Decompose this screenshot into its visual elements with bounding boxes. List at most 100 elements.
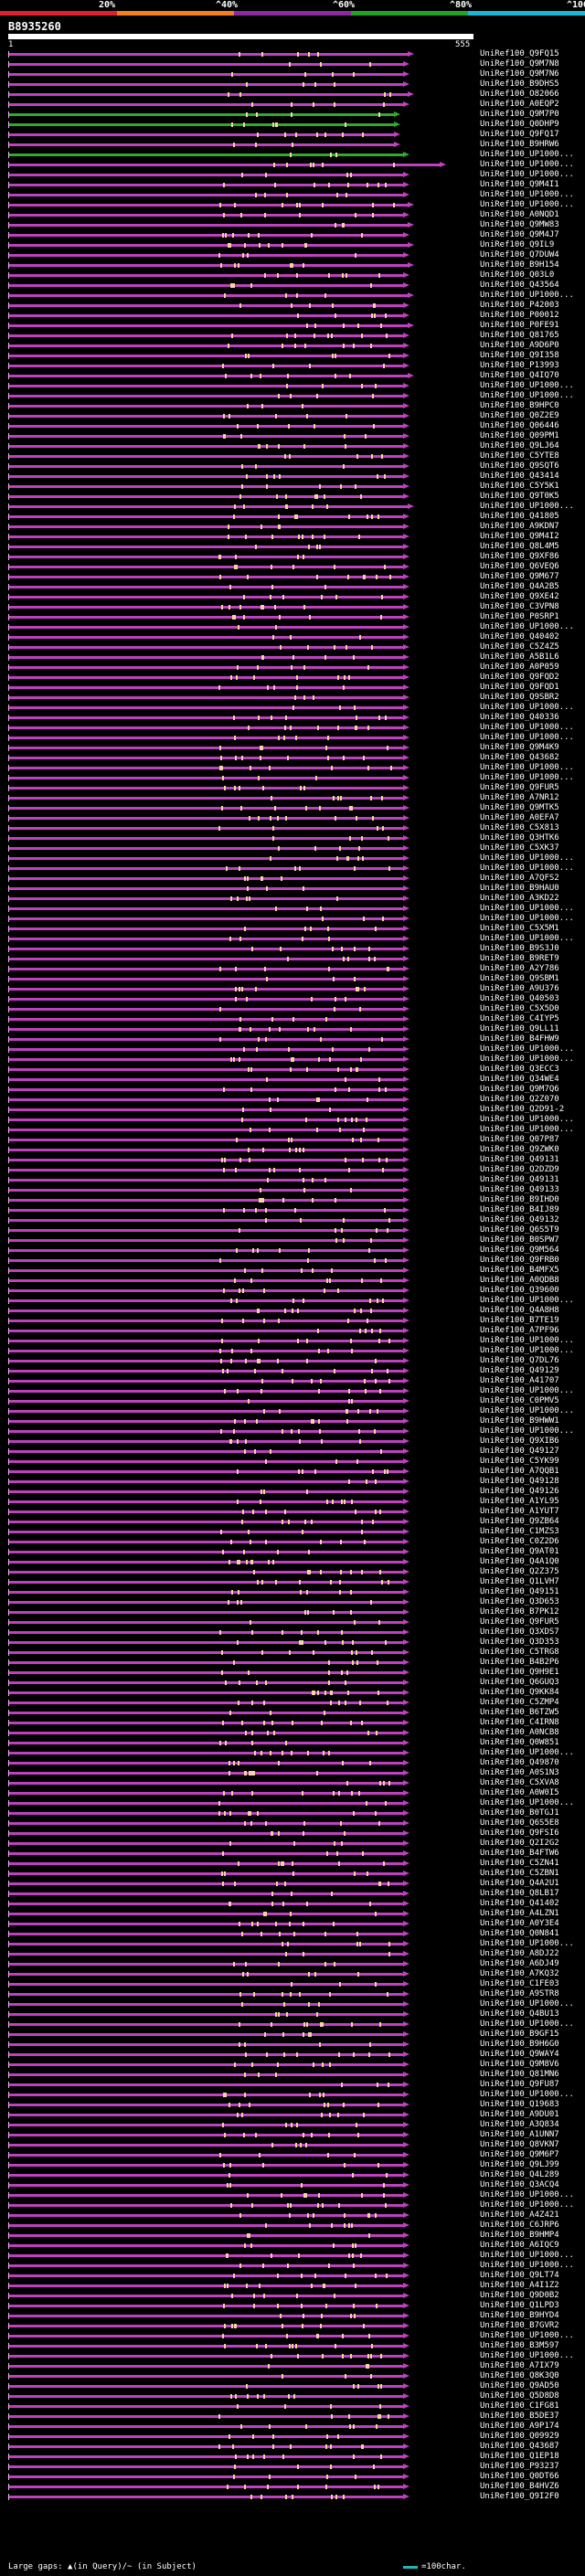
hit-accession-link[interactable]: UniRef100_Q4A8H8 — [480, 1306, 559, 1315]
hit-accession-link[interactable]: UniRef100_UP1000... — [480, 381, 574, 390]
alignment-bar[interactable] — [8, 525, 403, 528]
hit-row[interactable]: UniRef100_Q9FUR5 — [0, 783, 585, 793]
alignment-bar[interactable] — [8, 1169, 403, 1171]
hit-accession-link[interactable]: UniRef100_A4I1Z2 — [480, 2281, 559, 2290]
hit-accession-link[interactable]: UniRef100_C4IYP5 — [480, 1014, 559, 1023]
hit-row[interactable]: UniRef100_A9DU01 — [0, 2110, 585, 2120]
alignment-bar[interactable] — [8, 1531, 403, 1533]
alignment-bar[interactable] — [8, 1842, 403, 1845]
alignment-bar[interactable] — [8, 1149, 403, 1151]
hit-row[interactable]: UniRef100_UP1000... — [0, 502, 585, 512]
hit-row[interactable]: UniRef100_A0EQP2 — [0, 100, 585, 110]
hit-accession-link[interactable]: UniRef100_C4IRN8 — [480, 1718, 559, 1727]
hit-row[interactable]: UniRef100_UP1000... — [0, 2351, 585, 2361]
alignment-bar[interactable] — [8, 2395, 403, 2398]
alignment-bar[interactable] — [8, 2445, 403, 2448]
alignment-bar[interactable] — [8, 1078, 403, 1081]
hit-accession-link[interactable]: UniRef100_A5B1L6 — [480, 652, 559, 662]
alignment-bar[interactable] — [8, 395, 403, 398]
hit-accession-link[interactable]: UniRef100_Q9D0B2 — [480, 2291, 559, 2300]
hit-accession-link[interactable]: UniRef100_Q06446 — [480, 421, 559, 430]
hit-row[interactable]: UniRef100_A0P059 — [0, 663, 585, 673]
hit-row[interactable]: UniRef100_Q81MN6 — [0, 2070, 585, 2080]
hit-row[interactable]: UniRef100_B9RET9 — [0, 954, 585, 964]
hit-row[interactable]: UniRef100_Q3ACQ4 — [0, 2180, 585, 2190]
hit-row[interactable]: UniRef100_Q41402 — [0, 1899, 585, 1909]
hit-row[interactable]: UniRef100_Q34WE4 — [0, 1075, 585, 1085]
hit-row[interactable]: UniRef100_A6DJ49 — [0, 1959, 585, 1969]
hit-row[interactable]: UniRef100_C0PMV5 — [0, 1396, 585, 1406]
hit-accession-link[interactable]: UniRef100_P00012 — [480, 311, 559, 320]
hit-row[interactable]: UniRef100_P93237 — [0, 2462, 585, 2472]
hit-row[interactable]: UniRef100_A41707 — [0, 1376, 585, 1386]
hit-accession-link[interactable]: UniRef100_A0EFA7 — [480, 813, 559, 822]
alignment-bar[interactable] — [8, 1159, 403, 1161]
alignment-bar[interactable] — [8, 2184, 403, 2187]
hit-accession-link[interactable]: UniRef100_Q4L289 — [480, 2170, 559, 2179]
hit-accession-link[interactable]: UniRef100_A9D6P0 — [480, 341, 559, 350]
hit-accession-link[interactable]: UniRef100_C5X5D0 — [480, 1004, 559, 1013]
alignment-bar[interactable] — [8, 1802, 403, 1805]
alignment-bar[interactable] — [8, 1913, 403, 1915]
hit-accession-link[interactable]: UniRef100_B9GF15 — [480, 2030, 559, 2039]
hit-accession-link[interactable]: UniRef100_A7PF96 — [480, 1326, 559, 1335]
hit-accession-link[interactable]: UniRef100_UP1000... — [480, 1125, 574, 1134]
alignment-bar[interactable] — [8, 586, 403, 588]
hit-row[interactable]: UniRef100_Q9H9E1 — [0, 1668, 585, 1678]
alignment-bar[interactable] — [8, 1199, 403, 1202]
alignment-bar[interactable] — [8, 2214, 403, 2217]
hit-accession-link[interactable]: UniRef100_A1YUT7 — [480, 1507, 559, 1516]
hit-row[interactable]: UniRef100_UP1000... — [0, 934, 585, 944]
alignment-bar[interactable] — [8, 1943, 403, 1945]
alignment-bar[interactable] — [8, 2204, 403, 2207]
hit-accession-link[interactable]: UniRef100_Q09929 — [480, 2432, 559, 2441]
alignment-bar[interactable] — [8, 2475, 403, 2478]
hit-accession-link[interactable]: UniRef100_Q9WAY4 — [480, 2050, 559, 2059]
alignment-bar[interactable] — [8, 73, 403, 76]
alignment-bar[interactable] — [8, 1611, 403, 1614]
alignment-bar[interactable] — [8, 324, 408, 327]
hit-accession-link[interactable]: UniRef100_Q4A1Q0 — [480, 1557, 559, 1566]
alignment-bar[interactable] — [8, 2295, 403, 2297]
alignment-bar[interactable] — [8, 1048, 403, 1051]
hit-accession-link[interactable]: UniRef100_Q2Z070 — [480, 1095, 559, 1104]
hit-accession-link[interactable]: UniRef100_Q9M8V6 — [480, 2060, 559, 2069]
hit-row[interactable]: UniRef100_Q9WAY4 — [0, 2050, 585, 2060]
alignment-bar[interactable] — [8, 676, 403, 679]
alignment-bar[interactable] — [8, 2385, 403, 2388]
hit-accession-link[interactable]: UniRef100_B9HAU0 — [480, 884, 559, 893]
hit-row[interactable]: UniRef100_B9H6G0 — [0, 2040, 585, 2050]
alignment-bar[interactable] — [8, 515, 403, 518]
hit-accession-link[interactable]: UniRef100_A1YL95 — [480, 1497, 559, 1506]
hit-row[interactable]: UniRef100_Q9FQD2 — [0, 673, 585, 683]
hit-accession-link[interactable]: UniRef100_A9U376 — [480, 984, 559, 993]
hit-accession-link[interactable]: UniRef100_UP1000... — [480, 2351, 574, 2360]
alignment-bar[interactable] — [8, 1892, 403, 1895]
hit-row[interactable]: UniRef100_Q49870 — [0, 1758, 585, 1768]
hit-row[interactable]: UniRef100_B4FHW9 — [0, 1034, 585, 1044]
alignment-bar[interactable] — [8, 1360, 403, 1362]
hit-row[interactable]: UniRef100_Q07P87 — [0, 1135, 585, 1145]
hit-row[interactable]: UniRef100_B9DHS5 — [0, 80, 585, 90]
alignment-bar[interactable] — [8, 1621, 403, 1624]
hit-accession-link[interactable]: UniRef100_Q07P87 — [480, 1135, 559, 1144]
hit-row[interactable]: UniRef100_UP1000... — [0, 1939, 585, 1949]
hit-accession-link[interactable]: UniRef100_A41707 — [480, 1376, 559, 1385]
alignment-bar[interactable] — [8, 475, 403, 478]
alignment-bar[interactable] — [8, 1832, 403, 1835]
alignment-bar[interactable] — [8, 1098, 403, 1101]
hit-row[interactable]: UniRef100_B9HMP4 — [0, 2231, 585, 2241]
hit-row[interactable]: UniRef100_C4IYP5 — [0, 1014, 585, 1024]
alignment-bar[interactable] — [8, 1681, 403, 1684]
hit-accession-link[interactable]: UniRef100_Q49133 — [480, 1185, 559, 1194]
alignment-bar[interactable] — [8, 264, 408, 267]
alignment-bar[interactable] — [8, 1742, 403, 1744]
hit-accession-link[interactable]: UniRef100_UP1000... — [480, 1748, 574, 1757]
alignment-bar[interactable] — [8, 1862, 403, 1865]
hit-row[interactable]: UniRef100_Q9FRB0 — [0, 1256, 585, 1266]
hit-row[interactable]: UniRef100_Q4A2B5 — [0, 582, 585, 592]
alignment-bar[interactable] — [8, 2083, 403, 2086]
hit-accession-link[interactable]: UniRef100_A9STR8 — [480, 1989, 559, 1998]
hit-row[interactable]: UniRef100_UP1000... — [0, 733, 585, 743]
hit-row[interactable]: UniRef100_Q2D91-2 — [0, 1105, 585, 1115]
